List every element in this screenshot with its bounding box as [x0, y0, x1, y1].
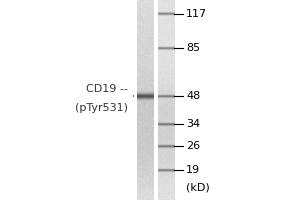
Text: 19: 19 — [186, 165, 200, 175]
Text: CD19 --: CD19 -- — [85, 84, 128, 94]
Text: (pTyr531): (pTyr531) — [74, 103, 128, 113]
Text: 48: 48 — [186, 91, 200, 101]
Text: 85: 85 — [186, 43, 200, 53]
Text: 34: 34 — [186, 119, 200, 129]
Text: 117: 117 — [186, 9, 207, 19]
Text: 26: 26 — [186, 141, 200, 151]
Text: (kD): (kD) — [186, 183, 210, 193]
